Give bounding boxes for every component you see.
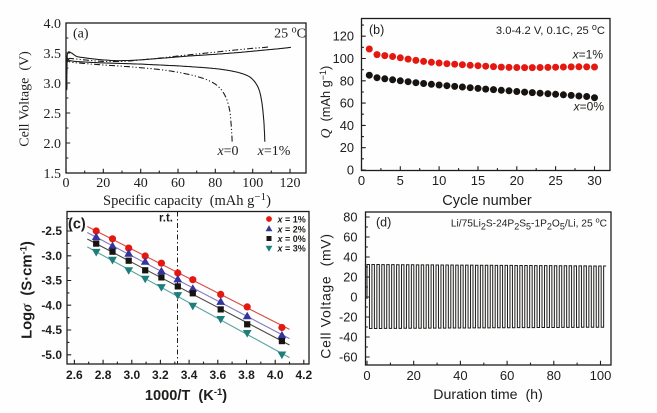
- svg-text:3.0-4.2 V, 0.1C, 25 oC: 3.0-4.2 V, 0.1C, 25 oC: [496, 22, 605, 37]
- svg-text:80: 80: [340, 73, 354, 88]
- svg-text:80: 80: [547, 368, 561, 383]
- svg-text:60: 60: [343, 229, 357, 244]
- svg-text:0: 0: [63, 176, 70, 191]
- svg-text:4.0: 4.0: [267, 368, 284, 382]
- svg-text:x=1%: x=1%: [572, 48, 604, 62]
- svg-text:20: 20: [340, 140, 354, 155]
- svg-text:3.6: 3.6: [209, 368, 226, 382]
- svg-text:Cell Voltage (mV): Cell Voltage (mV): [318, 233, 334, 358]
- svg-text:20: 20: [343, 269, 357, 284]
- svg-text:120: 120: [280, 176, 301, 191]
- svg-text:100: 100: [333, 51, 354, 66]
- svg-text:30: 30: [587, 173, 601, 188]
- svg-text:3.2: 3.2: [152, 368, 169, 382]
- svg-text:80: 80: [208, 176, 222, 191]
- svg-text:80: 80: [343, 209, 357, 224]
- svg-text:-4.0: -4.0: [41, 298, 62, 312]
- svg-text:3.5: 3.5: [44, 47, 62, 62]
- svg-text:x=0%: x=0%: [573, 100, 605, 114]
- svg-text:x=0: x=0: [216, 144, 238, 159]
- svg-text:2.5: 2.5: [44, 107, 62, 122]
- svg-text:100: 100: [242, 176, 263, 191]
- svg-text:0: 0: [347, 163, 354, 178]
- svg-text:40: 40: [343, 249, 357, 264]
- svg-text:20: 20: [96, 176, 110, 191]
- svg-text:25 oC: 25 oC: [274, 25, 306, 42]
- svg-text:20: 20: [510, 173, 524, 188]
- svg-text:Cycle number: Cycle number: [442, 193, 532, 209]
- svg-text:60: 60: [500, 368, 514, 383]
- svg-text:0: 0: [350, 289, 357, 304]
- svg-text:x = 1%: x = 1%: [277, 215, 306, 225]
- svg-text:r.t.: r.t.: [159, 213, 173, 225]
- svg-text:1000/T (K-1): 1000/T (K-1): [145, 387, 227, 404]
- svg-text:Q (mAh g−1): Q (mAh g−1): [318, 66, 333, 139]
- svg-text:Specific capacity (mAh g−1): Specific capacity (mAh g−1): [103, 191, 271, 209]
- svg-text:25: 25: [548, 173, 562, 188]
- svg-text:-3.0: -3.0: [41, 249, 62, 263]
- svg-text:4.2: 4.2: [295, 368, 312, 382]
- svg-text:100: 100: [590, 368, 612, 383]
- svg-text:15: 15: [471, 173, 485, 188]
- svg-text:(b): (b): [369, 23, 384, 37]
- svg-text:Logσ (S·cm-1): Logσ (S·cm-1): [19, 241, 36, 339]
- svg-text:3.0: 3.0: [44, 77, 62, 92]
- svg-text:-5.0: -5.0: [41, 348, 62, 362]
- svg-text:10: 10: [432, 173, 446, 188]
- svg-text:Duration time (h): Duration time (h): [433, 387, 543, 403]
- svg-text:3.0: 3.0: [123, 368, 140, 382]
- svg-text:60: 60: [340, 96, 354, 111]
- svg-text:40: 40: [340, 118, 354, 133]
- svg-text:-4.5: -4.5: [41, 323, 62, 337]
- svg-text:x = 2%: x = 2%: [277, 225, 306, 235]
- svg-text:2.6: 2.6: [66, 368, 83, 382]
- svg-text:Li/75Li2S-24P2S5-1P2O5/Li, 25: Li/75Li2S-24P2S5-1P2O5/Li, 25 oC: [451, 216, 607, 232]
- svg-text:1.5: 1.5: [44, 167, 62, 182]
- svg-text:(a): (a): [73, 27, 89, 42]
- svg-text:0: 0: [363, 368, 370, 383]
- svg-text:-2.5: -2.5: [41, 224, 62, 238]
- svg-text:-20: -20: [339, 309, 358, 324]
- svg-text:x = 3%: x = 3%: [277, 244, 306, 254]
- svg-text:Cell Voltage (V): Cell Voltage (V): [18, 51, 33, 147]
- svg-text:(d): (d): [376, 216, 391, 230]
- svg-text:x=1%: x=1%: [257, 144, 291, 159]
- svg-text:4.0: 4.0: [44, 17, 62, 32]
- svg-text:-3.5: -3.5: [41, 274, 62, 288]
- svg-text:x = 0%: x = 0%: [277, 234, 306, 244]
- svg-text:3.4: 3.4: [181, 368, 198, 382]
- svg-text:-40: -40: [339, 329, 358, 344]
- svg-text:3.8: 3.8: [238, 368, 255, 382]
- svg-text:2.0: 2.0: [44, 137, 62, 152]
- svg-text:-60: -60: [339, 349, 358, 364]
- svg-text:(c): (c): [68, 217, 86, 233]
- svg-text:5: 5: [397, 173, 404, 188]
- svg-text:40: 40: [134, 176, 148, 191]
- svg-text:20: 20: [406, 368, 420, 383]
- svg-text:0: 0: [358, 173, 365, 188]
- svg-text:40: 40: [453, 368, 467, 383]
- svg-text:60: 60: [171, 176, 185, 191]
- svg-text:2.8: 2.8: [95, 368, 112, 382]
- svg-text:120: 120: [333, 29, 354, 44]
